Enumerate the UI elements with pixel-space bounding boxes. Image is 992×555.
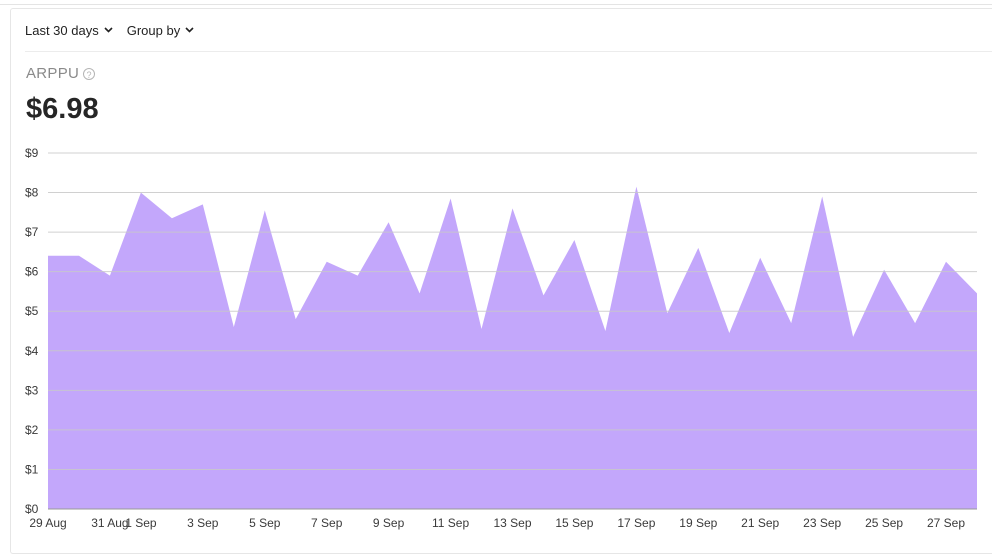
help-icon[interactable]: ? [83,67,96,80]
y-tick-label: $1 [25,462,39,476]
x-tick-label: 9 Sep [373,516,405,530]
y-tick-label: $0 [25,502,39,516]
y-tick-label: $2 [25,423,39,437]
x-tick-label: 3 Sep [187,516,219,530]
y-tick-label: $9 [25,146,39,160]
y-tick-label: $7 [25,225,39,239]
group-by-dropdown[interactable]: Group by [127,23,194,38]
chevron-down-icon [185,27,194,33]
x-tick-label: 7 Sep [311,516,343,530]
y-tick-label: $6 [25,265,39,279]
group-by-label: Group by [126,22,181,38]
y-tick-label: $3 [25,383,39,397]
x-tick-label: 19 Sep [679,516,717,530]
x-tick-label: 27 Sep [927,516,965,530]
chevron-down-icon [104,27,113,33]
x-tick-label: 5 Sep [249,516,281,530]
top-divider [0,4,992,5]
date-range-label: Last 30 days [25,22,99,38]
x-tick-label: 17 Sep [617,516,655,530]
x-tick-label: 25 Sep [865,516,903,530]
date-range-dropdown[interactable]: Last 30 days [25,23,113,38]
y-tick-label: $5 [25,304,39,318]
metric-name: ARPPU [26,65,80,82]
chart-toolbar: Last 30 days Group by [25,9,992,52]
y-tick-label: $4 [25,344,39,358]
series-area [48,186,977,509]
x-tick-label: 29 Aug [29,516,66,530]
x-tick-label: 23 Sep [803,516,841,530]
x-tick-label: 1 Sep [125,516,157,530]
x-tick-label: 31 Aug [91,516,128,530]
y-tick-label: $8 [25,186,39,200]
metric-value: $6.98 [26,93,99,125]
x-tick-label: 15 Sep [555,516,593,530]
metric-title: ARPPU ? [26,65,96,82]
x-tick-label: 21 Sep [741,516,779,530]
x-tick-label: 13 Sep [493,516,531,530]
x-tick-label: 11 Sep [432,516,469,530]
